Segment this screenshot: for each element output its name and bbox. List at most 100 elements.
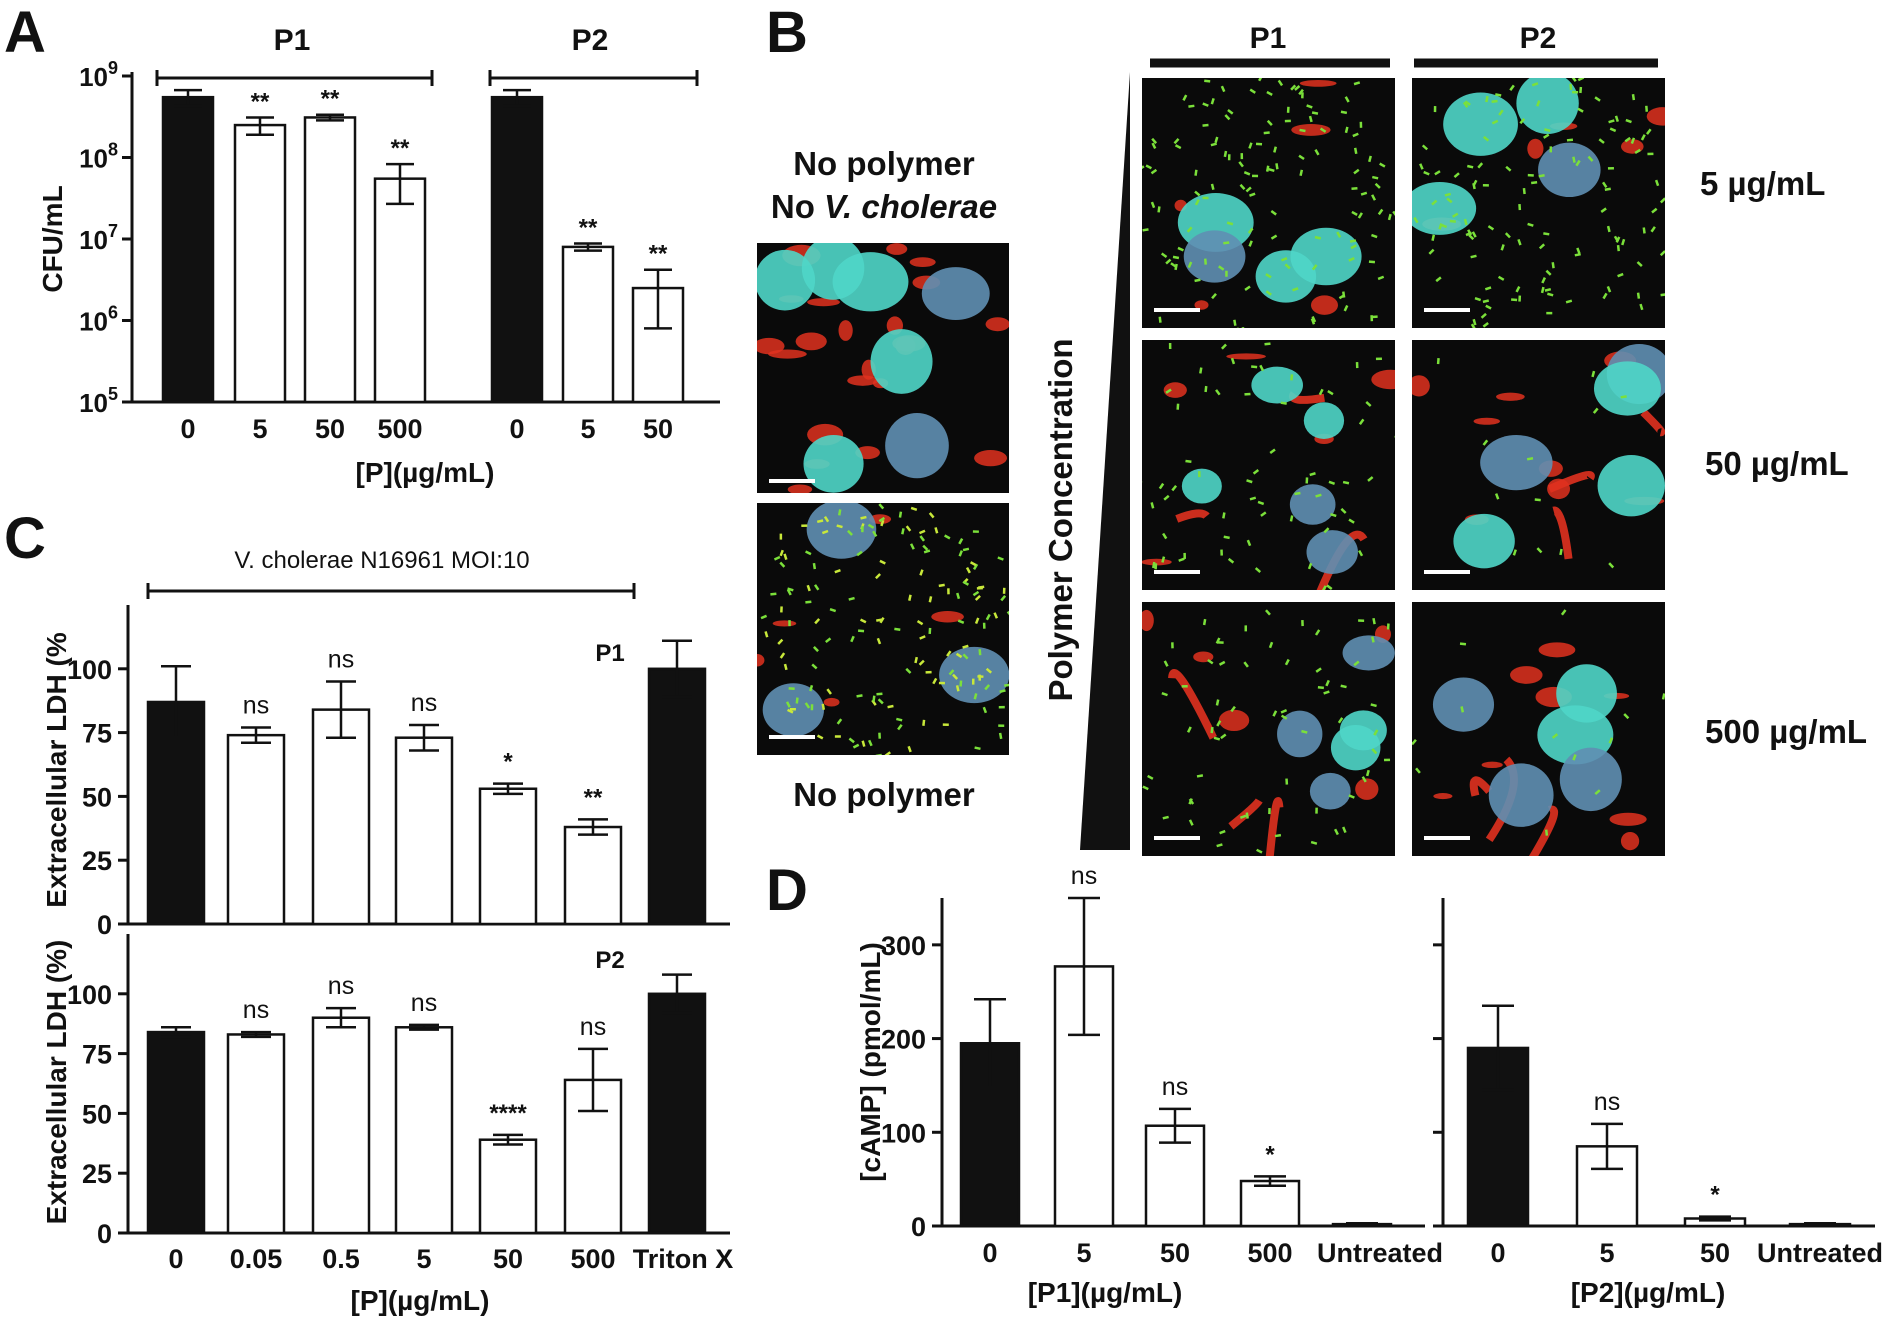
- bacterium: [1367, 476, 1374, 482]
- significance-label: *: [1265, 1141, 1275, 1168]
- significance-label: ns: [1162, 1073, 1188, 1101]
- bacterium: [1160, 252, 1168, 259]
- bacterium: [907, 745, 912, 753]
- bacterium: [978, 674, 982, 681]
- bacterium: [1270, 210, 1277, 216]
- bacterium: [837, 509, 842, 516]
- bacterium: [1482, 183, 1489, 187]
- bacterium: [1210, 726, 1214, 734]
- bacterium: [884, 751, 891, 755]
- bacterium: [1223, 150, 1228, 158]
- bacterium: [998, 732, 1003, 740]
- bacterium: [1538, 243, 1546, 250]
- panel-label-c: C: [4, 506, 46, 571]
- bacterium: [1606, 225, 1611, 233]
- bar-p2-5: [394, 1026, 454, 1235]
- bacterium: [922, 544, 929, 551]
- bacterium: [1527, 71, 1533, 77]
- bacterium: [1549, 146, 1553, 153]
- bacterium: [751, 582, 756, 588]
- bacterium: [878, 732, 881, 739]
- bacterium: [1000, 595, 1007, 602]
- bacterium: [905, 667, 912, 674]
- bacterium: [1531, 82, 1539, 87]
- bacterium: [1351, 210, 1358, 216]
- bacterium: [1449, 219, 1456, 223]
- bacterium: [1642, 227, 1646, 234]
- bacterium: [1193, 337, 1199, 340]
- bacterium: [926, 500, 932, 503]
- bacterium: [1602, 292, 1608, 300]
- bacterium: [1006, 610, 1009, 618]
- bacterium: [1246, 479, 1253, 484]
- membrane-stain: [1371, 369, 1395, 390]
- bacterium: [1651, 207, 1658, 214]
- bacterium: [1142, 785, 1149, 791]
- bacterium: [1395, 235, 1401, 239]
- bacterium: [798, 500, 804, 503]
- bacterium: [1348, 794, 1355, 799]
- x-tick-label: 50: [643, 414, 673, 444]
- bar-p1-0.05: [226, 733, 286, 926]
- bacterium: [1350, 244, 1357, 250]
- bacterium: [821, 703, 826, 710]
- bar-p2-0.05: [226, 1033, 286, 1235]
- bacterium: [821, 529, 829, 535]
- membrane-stain: [1538, 642, 1576, 658]
- bacterium: [1608, 119, 1615, 124]
- x-tick-label: 500: [570, 1244, 615, 1274]
- bacterium: [1659, 197, 1665, 204]
- bacterium: [1453, 172, 1460, 179]
- bacterium: [1392, 210, 1395, 218]
- bacterium: [1217, 641, 1224, 644]
- bacterium: [985, 667, 993, 674]
- bacterium: [1551, 733, 1559, 739]
- bacterium: [1298, 154, 1305, 161]
- bacterium: [1243, 171, 1251, 176]
- bacterium: [1284, 658, 1290, 666]
- control-label-top-line1: No polymer: [793, 145, 975, 182]
- membrane-stain: [1646, 107, 1665, 126]
- bacterium: [1544, 287, 1552, 292]
- micrograph-p1-5: [1142, 78, 1401, 336]
- bacterium: [1142, 228, 1149, 232]
- bacterium: [1571, 78, 1577, 83]
- bacterium: [1494, 493, 1500, 500]
- bacterium: [1482, 299, 1490, 304]
- bacterium: [1266, 90, 1273, 96]
- bacterium: [1399, 214, 1405, 220]
- bacterium: [987, 761, 990, 767]
- x-tick-label: 0: [1490, 1238, 1505, 1268]
- bacterium: [1158, 316, 1162, 323]
- bacterium: [1163, 660, 1169, 667]
- y-axis-label-top: Extracellular LDH (%: [41, 632, 72, 908]
- bacterium: [834, 735, 841, 738]
- bacterium: [788, 687, 795, 690]
- bacterium: [1575, 159, 1581, 167]
- bacterium: [1336, 231, 1342, 238]
- bacterium: [1291, 330, 1297, 336]
- bacterium: [1340, 110, 1348, 115]
- bacterium: [804, 702, 811, 709]
- bacterium: [1202, 102, 1209, 107]
- bacterium: [976, 586, 983, 590]
- membrane-stain: [807, 298, 840, 307]
- bacterium: [1238, 161, 1244, 168]
- bacterium: [1239, 183, 1246, 191]
- bacterium: [1223, 241, 1230, 245]
- bar-p2-5: [561, 245, 615, 404]
- bacterium: [1254, 567, 1262, 573]
- bacterium: [1251, 365, 1258, 369]
- significance-label: ns: [328, 646, 354, 674]
- bacterium: [826, 688, 832, 695]
- nucleus: [1593, 361, 1661, 416]
- bacterium: [894, 627, 901, 631]
- bacterium: [1330, 513, 1337, 518]
- bacterium: [1375, 357, 1382, 361]
- nucleus: [1303, 402, 1345, 439]
- bacterium: [962, 644, 969, 649]
- bacterium: [1311, 315, 1317, 323]
- bacterium: [1292, 287, 1299, 292]
- bacterium: [1294, 85, 1301, 91]
